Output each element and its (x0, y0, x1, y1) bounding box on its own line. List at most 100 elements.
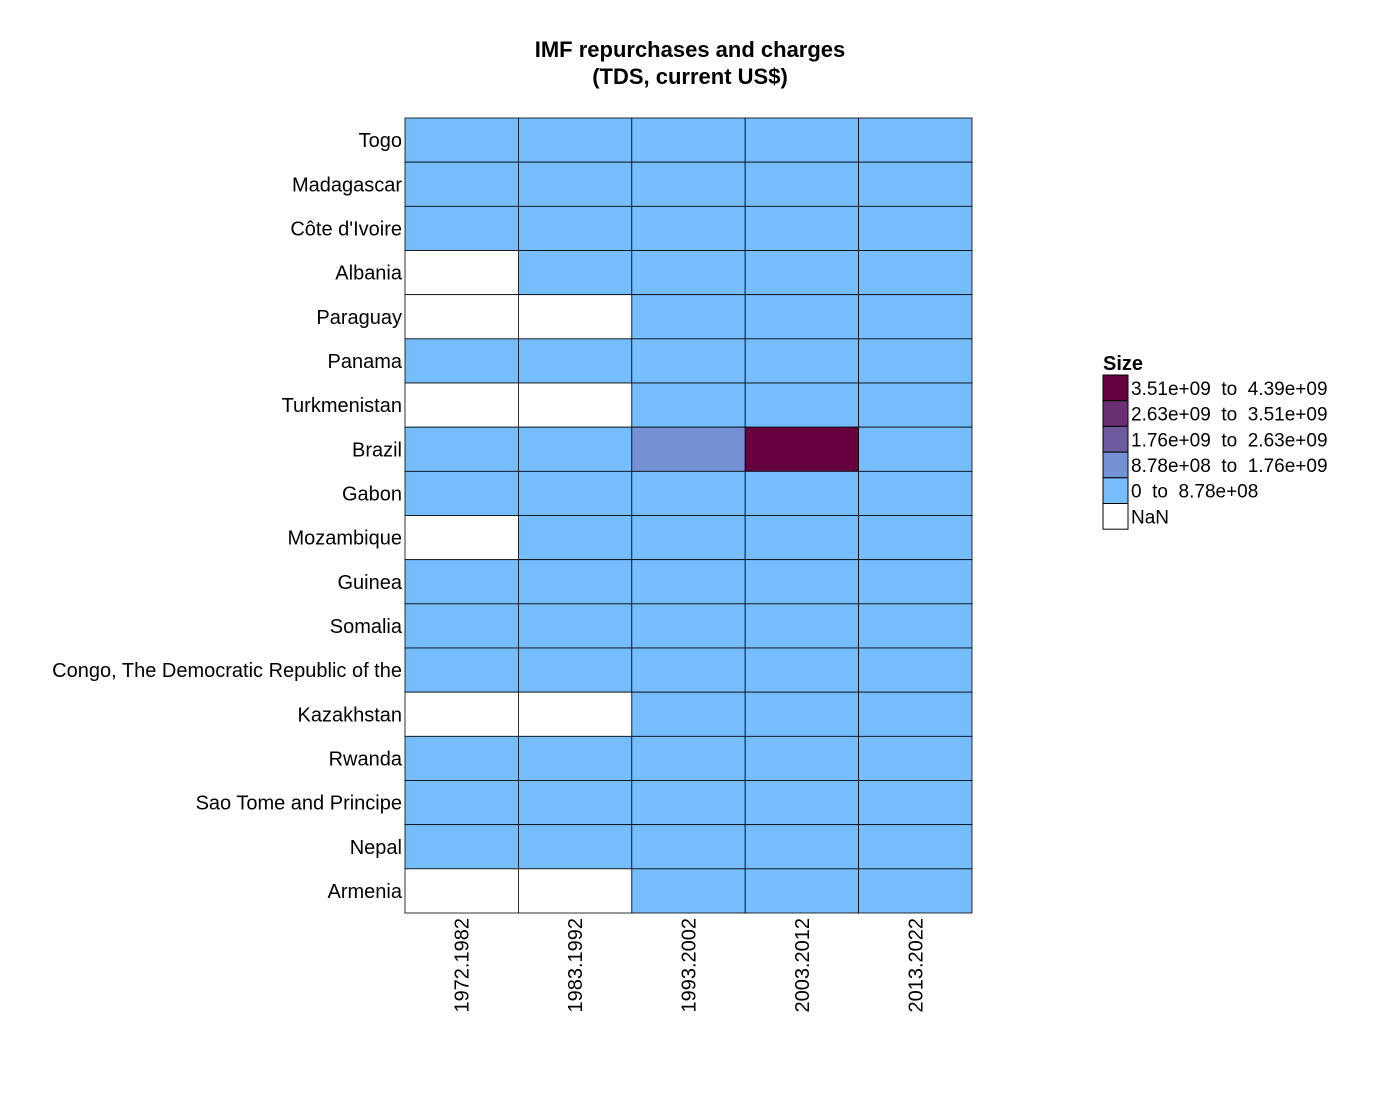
heatmap-cell (744, 735, 860, 781)
heatmap-cell (744, 780, 860, 826)
heatmap-cell (631, 824, 746, 870)
heatmap-cell (518, 559, 633, 605)
heatmap-cell (744, 426, 860, 472)
heatmap-cell (631, 205, 746, 251)
legend-swatch (1102, 425, 1129, 453)
heatmap-cell (858, 338, 973, 384)
heatmap-cell (404, 426, 519, 472)
heatmap-cell (404, 647, 519, 693)
heatmap-cell (631, 735, 746, 781)
heatmap-cell (631, 603, 746, 649)
heatmap-cell (744, 470, 860, 516)
heatmap-cell (518, 735, 633, 781)
y-tick-label: Guinea (338, 572, 403, 594)
heatmap-cell (858, 161, 973, 207)
heatmap-cell (631, 559, 746, 605)
y-tick-label: Turkmenistan (282, 395, 402, 417)
heatmap-cell (518, 515, 633, 561)
heatmap-cells (404, 117, 973, 914)
heatmap-cell (858, 117, 973, 163)
heatmap-cell (404, 735, 519, 781)
heatmap-cell (518, 382, 633, 428)
heatmap-cell (744, 117, 860, 163)
heatmap-cell (518, 250, 633, 296)
heatmap-cell (744, 250, 860, 296)
heatmap-cell (631, 780, 746, 826)
heatmap-cell (518, 117, 633, 163)
x-tick-label: 2013.2022 (905, 918, 927, 1013)
y-tick-label: Albania (335, 263, 403, 285)
heatmap-cell (518, 603, 633, 649)
y-tick-label: Sao Tome and Principe (196, 793, 402, 815)
heatmap-cell (744, 603, 860, 649)
heatmap-cell (858, 868, 973, 914)
heatmap-cell (518, 691, 633, 737)
heatmap-cell (404, 338, 519, 384)
legend-title: Size (1103, 353, 1143, 375)
heatmap-cell (858, 824, 973, 870)
y-tick-label: Panama (328, 351, 403, 373)
heatmap-cell (404, 868, 519, 914)
heatmap-cell (744, 294, 860, 340)
y-tick-label: Paraguay (316, 307, 402, 329)
heatmap-cell (404, 117, 519, 163)
y-tick-label: Somalia (330, 616, 403, 638)
heatmap-cell (404, 161, 519, 207)
legend-label: NaN (1131, 507, 1169, 528)
heatmap-cell (858, 735, 973, 781)
heatmap-cell (404, 780, 519, 826)
heatmap-cell (518, 868, 633, 914)
heatmap-cell (631, 426, 746, 472)
heatmap-cell (858, 647, 973, 693)
heatmap-cell (631, 515, 746, 561)
heatmap-cell (858, 691, 973, 737)
y-tick-label: Brazil (352, 439, 402, 461)
heatmap-cell (744, 161, 860, 207)
y-tick-label: Côte d'Ivoire (290, 218, 402, 240)
heatmap-cell (744, 647, 860, 693)
heatmap-cell (518, 780, 633, 826)
heatmap-cell (858, 515, 973, 561)
heatmap-cell (404, 205, 519, 251)
heatmap-cell (744, 515, 860, 561)
y-tick-label: Nepal (350, 837, 402, 859)
legend-swatch (1102, 477, 1129, 504)
heatmap-cell (744, 559, 860, 605)
heatmap-cell (518, 205, 633, 251)
legend-swatch (1102, 400, 1129, 427)
heatmap-cell (518, 470, 633, 516)
y-tick-label: Gabon (342, 483, 402, 505)
heatmap-cell (404, 250, 519, 296)
heatmap-cell (631, 647, 746, 693)
chart-title-line-2: (TDS, current US$) (592, 64, 788, 89)
heatmap-cell (631, 117, 746, 163)
heatmap-cell (631, 470, 746, 516)
heatmap-cell (858, 426, 973, 472)
heatmap-cell (631, 338, 746, 384)
x-tick-label: 2003.2012 (792, 918, 814, 1013)
legend: Size 3.51e+09 to 4.39e+09 2.63e+09 to 3.5… (1102, 353, 1328, 530)
legend-label: 3.51e+09 to 4.39e+09 (1131, 379, 1328, 400)
y-tick-label: Madagascar (292, 174, 402, 196)
heatmap-cell (518, 647, 633, 693)
heatmap-cell (518, 426, 633, 472)
heatmap-cell (744, 824, 860, 870)
heatmap-cell (858, 294, 973, 340)
heatmap-cell (744, 868, 860, 914)
heatmap-cell (518, 338, 633, 384)
heatmap-cell (631, 868, 746, 914)
heatmap-cell (404, 559, 519, 605)
y-tick-label: Kazakhstan (297, 704, 402, 726)
x-tick-label: 1972.1982 (452, 918, 474, 1013)
heatmap-cell (744, 691, 860, 737)
heatmap-cell (404, 382, 519, 428)
heatmap-cell (631, 294, 746, 340)
legend-label: 8.78e+08 to 1.76e+09 (1131, 456, 1328, 477)
legend-swatch (1102, 451, 1129, 479)
heatmap-cell (518, 294, 633, 340)
x-axis-labels: 1972.1982 1983.1992 1993.2002 2003.2012 2013… (452, 918, 928, 1013)
y-tick-label: Armenia (328, 881, 403, 903)
legend-label: 1.76e+09 to 2.63e+09 (1131, 430, 1328, 451)
y-tick-label: Mozambique (287, 528, 402, 550)
